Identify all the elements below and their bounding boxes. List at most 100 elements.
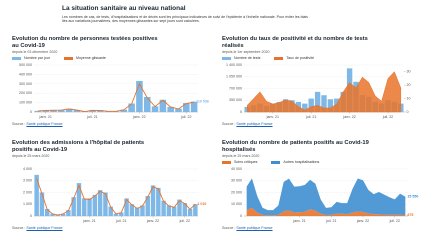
bar: [97, 190, 103, 217]
bar: [97, 110, 104, 113]
x-tick-label: juil. 22: [179, 219, 190, 223]
plot: 0 350 000 700 000 1 050 000 1 400 000 0 10 20 30…: [226, 63, 411, 119]
y-tick-label: 350 000: [229, 98, 242, 102]
y2-tick-label: 10: [407, 97, 411, 101]
value-label: 110 536: [196, 100, 209, 104]
bar: [156, 187, 161, 217]
y-tick-label: 700 000: [229, 87, 242, 91]
legend-label: Autres hospitalisations: [283, 160, 320, 165]
legend-label: Soins critiques: [234, 160, 258, 165]
chart-subtitle: depuis le 1er septembre 2020: [222, 50, 270, 55]
bar: [34, 111, 42, 113]
bar: [190, 101, 198, 113]
y-tick-label: 3 000: [23, 179, 32, 183]
y-tick-label: 100 000: [19, 101, 32, 105]
bar: [145, 196, 150, 217]
bar: [193, 204, 198, 217]
x-tick-label: janv. 22: [342, 115, 355, 119]
bar: [92, 195, 98, 217]
y-tick-label: 200 000: [19, 91, 32, 95]
x-tick-label: janv. 21: [39, 115, 52, 119]
bar: [50, 110, 57, 113]
bar: [183, 103, 190, 113]
bar: [120, 109, 128, 113]
bar: [113, 213, 119, 217]
legend: Nombre par jour Moyenne glissante: [12, 56, 212, 62]
x-tick-label: janv. 22: [132, 115, 145, 119]
value-label: 1 010: [197, 202, 206, 206]
chart-panel: Evolution du taux de positivité et du no…: [222, 36, 422, 126]
header: La situation sanitaire au niveau nationa…: [62, 5, 312, 24]
chart-subtitle: depuis le 03 décembre 2020: [12, 50, 58, 55]
bar: [60, 213, 66, 217]
bar: [134, 207, 140, 217]
legend-label: Taux de positivité: [286, 56, 314, 61]
x-tick-label: janv. 22: [146, 219, 159, 223]
bar: [327, 99, 334, 113]
bar: [143, 97, 151, 113]
bar: [302, 103, 308, 113]
source-label: Source :: [222, 226, 236, 231]
x-tick-label: juil. 22: [389, 219, 400, 223]
x-tick-label: juil. 22: [180, 115, 191, 119]
chart-subtitle: depuis le 25 mars 2020: [222, 154, 260, 159]
bar: [50, 213, 55, 217]
source-label: Source :: [12, 226, 26, 231]
bar: [66, 210, 71, 217]
x-tick-label: juil. 21: [115, 219, 126, 223]
legend-swatch: [222, 160, 231, 164]
value-label: 875: [407, 213, 413, 217]
source-label: Source :: [222, 122, 236, 127]
bar: [177, 199, 182, 217]
source-link[interactable]: Santé publique France: [236, 122, 273, 127]
y-tick-label: 300 000: [19, 82, 32, 86]
legend-swatch: [271, 160, 281, 164]
bar: [73, 110, 81, 113]
legend-item: Soins critiques: [222, 160, 257, 166]
source-link[interactable]: Santé publique France: [26, 226, 63, 231]
x-tick-label: juil. 21: [86, 115, 97, 119]
y-tick-label: 0: [30, 214, 32, 218]
bar: [39, 192, 45, 217]
bar: [82, 198, 87, 217]
bar: [150, 185, 156, 217]
bar: [140, 205, 145, 217]
y-tick-label: 2 000: [23, 191, 32, 195]
bar: [187, 209, 193, 217]
source-link[interactable]: Santé publique France: [26, 122, 63, 127]
legend-item: Nombre par jour: [12, 56, 50, 62]
y-tick-label: 20 000: [231, 191, 242, 195]
legend: Nombre de tests Taux de positivité: [222, 56, 422, 62]
bar: [151, 106, 159, 113]
x-tick-label: janv. 21: [266, 115, 279, 119]
legend-item: Moyenne glissante: [63, 56, 106, 62]
bar: [55, 215, 61, 217]
x-tick-label: juil. 21: [325, 219, 336, 223]
plot: 0 1 000 2 000 3 000 4 000 janv. 21 juil. 21 jan…: [23, 167, 206, 223]
bar: [171, 206, 177, 217]
source: Source : Santé publique France: [222, 122, 422, 126]
bar: [71, 197, 76, 217]
bar: [76, 183, 82, 217]
bar: [45, 209, 50, 217]
legend-swatch: [274, 56, 284, 60]
x-tick-label: janv. 21: [292, 219, 305, 223]
bar: [128, 103, 135, 113]
area: [246, 71, 402, 113]
chart-panel: Evolution des admissions à l'hôpital de …: [12, 140, 212, 230]
legend-item: Autres hospitalisations: [271, 160, 319, 166]
bar: [58, 110, 65, 113]
x-tick-label: janv. 22: [356, 219, 369, 223]
legend-label: Nombre de tests: [234, 56, 261, 61]
plot: 0 10 000 20 000 30 000 40 000 janv. 21 juil. 2…: [231, 167, 418, 223]
bar: [136, 81, 143, 113]
bar: [167, 107, 174, 113]
source-link[interactable]: Santé publique France: [236, 226, 273, 231]
y2-tick-label: 20: [407, 83, 411, 87]
value-label: 15 550: [407, 195, 418, 199]
chart-title: Evolution du taux de positivité et du no…: [222, 36, 368, 49]
area: [246, 178, 406, 216]
bar: [108, 206, 113, 217]
line: [37, 82, 195, 113]
